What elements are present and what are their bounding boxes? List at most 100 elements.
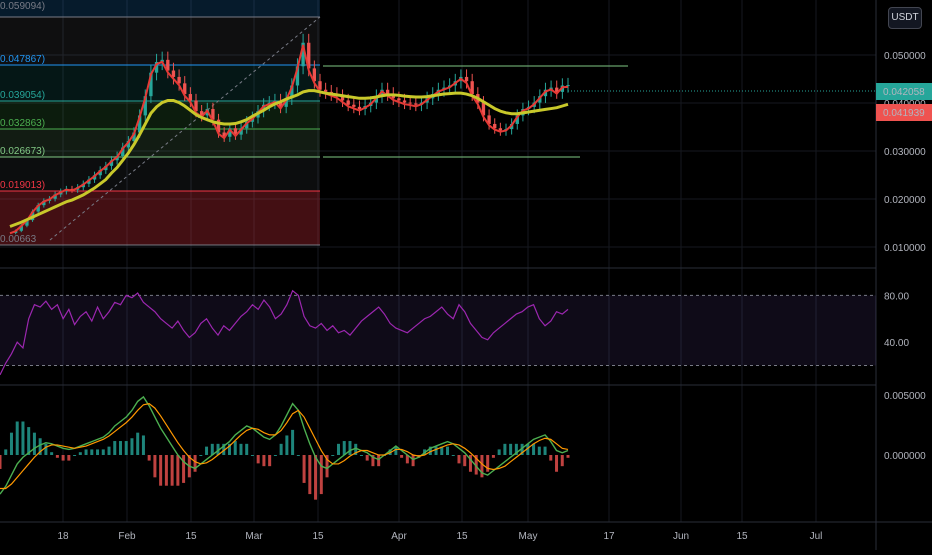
- candle-body: [408, 102, 412, 104]
- macd-histogram-bar: [233, 441, 237, 455]
- candle-body: [312, 68, 317, 82]
- candle-body: [216, 119, 221, 133]
- macd-histogram-bar: [377, 455, 381, 467]
- macd-histogram-bar: [400, 455, 404, 458]
- candle: [171, 62, 176, 85]
- macd-histogram-bar: [176, 455, 180, 486]
- candle-body: [284, 98, 288, 107]
- candle-body: [323, 89, 328, 92]
- macd-histogram-bar: [308, 455, 312, 495]
- macd-histogram-bar: [434, 446, 438, 455]
- macd-histogram-bar: [21, 421, 25, 455]
- macd-histogram-bar: [227, 443, 231, 455]
- candle: [301, 33, 305, 75]
- candle: [278, 93, 283, 114]
- candle: [498, 122, 503, 136]
- candle-body: [233, 128, 238, 135]
- candle: [126, 136, 131, 153]
- macd-histogram-bar: [446, 446, 450, 455]
- candle: [98, 166, 102, 179]
- macd-histogram-bar: [354, 443, 358, 455]
- macd-histogram-bar: [118, 441, 122, 455]
- currency-badge[interactable]: USDT: [888, 7, 922, 29]
- price-axis[interactable]: 0.0500000.0400000.0300000.0200000.010000…: [876, 51, 932, 462]
- macd-histogram-bar: [90, 449, 94, 455]
- macd-histogram-bar: [394, 446, 398, 455]
- ma-value-badge-bg: [876, 104, 932, 121]
- fib-trend-line: [49, 16, 321, 241]
- candle: [408, 96, 412, 110]
- macd-histogram-bar: [342, 441, 346, 455]
- fib-zone: [0, 65, 320, 101]
- price-axis-tick: 0.030000: [884, 147, 926, 158]
- candle: [109, 156, 114, 170]
- candle-body: [194, 100, 198, 112]
- fib-level-label: 0.059094): [0, 1, 45, 12]
- macd-histogram-bar: [84, 449, 88, 455]
- candle-body: [470, 81, 474, 95]
- macd-histogram-bar: [141, 435, 145, 455]
- time-axis[interactable]: 18 Feb 15 Mar 15 Apr 15 May 17 Jun 15 Jul: [57, 531, 822, 542]
- macd-histogram-bar: [147, 455, 151, 461]
- candle-body: [19, 225, 23, 231]
- macd-histogram-bar: [543, 446, 547, 455]
- macd-histogram-bar: [365, 455, 369, 461]
- candle-body: [414, 103, 418, 105]
- time-axis-tick: Jul: [810, 531, 823, 542]
- candle: [149, 64, 153, 103]
- candle-body: [121, 147, 125, 157]
- macd-histogram-bar: [256, 455, 260, 464]
- macd-histogram-bar: [210, 443, 214, 455]
- price-pane[interactable]: [9, 33, 570, 235]
- macd-histogram-bar: [199, 455, 203, 456]
- time-axis-tick: 15: [185, 531, 197, 542]
- candle: [555, 80, 559, 99]
- macd-histogram-bar: [474, 455, 478, 475]
- candle-body: [53, 194, 57, 199]
- candle: [121, 142, 125, 161]
- macd-histogram-bar: [113, 441, 117, 455]
- macd-histogram-bar: [164, 455, 168, 486]
- macd-histogram-bar: [61, 455, 65, 461]
- rsi-pane[interactable]: [0, 289, 876, 376]
- fib-level-label: 0.039054): [0, 90, 45, 101]
- candle: [493, 118, 497, 134]
- macd-histogram-bar: [268, 455, 272, 467]
- fib-level-label: 0.00663: [0, 234, 37, 245]
- macd-histogram-bar: [216, 443, 220, 455]
- candle-body: [183, 83, 187, 95]
- candle-body: [199, 111, 204, 116]
- macd-histogram-bar: [526, 443, 530, 455]
- time-axis-tick: 15: [736, 531, 748, 542]
- ma-value: 0.041939: [883, 108, 925, 119]
- signal-line: [0, 402, 569, 490]
- candle-body: [318, 81, 322, 90]
- macd-histogram-bar: [451, 455, 455, 456]
- candle-body: [498, 128, 503, 131]
- fib-level-label: 0.026673): [0, 146, 45, 157]
- macd-histogram-bar: [532, 443, 536, 455]
- macd-histogram-bar: [32, 432, 36, 455]
- macd-histogram-bar: [491, 455, 495, 458]
- macd-histogram-bar: [44, 443, 48, 455]
- candle: [385, 82, 390, 101]
- candle: [222, 127, 226, 142]
- macd-histogram-bar: [296, 455, 300, 456]
- candle: [154, 53, 159, 81]
- candle-body: [211, 108, 215, 120]
- time-axis-tick: Jun: [673, 531, 689, 542]
- time-axis-tick: 17: [603, 531, 615, 542]
- candle-body: [137, 115, 142, 133]
- candle-body: [301, 42, 305, 67]
- macd-histogram-bar: [348, 441, 352, 455]
- macd-histogram-bar: [50, 452, 54, 455]
- candle-body: [464, 76, 469, 82]
- candle-body: [87, 179, 91, 184]
- last-price-badge: 0.042058: [876, 83, 932, 100]
- macd-histogram-bar: [262, 455, 266, 467]
- fib-retracement[interactable]: 0.059094) 0.047867) 0.039054) 0.032863) 0.02…: [0, 0, 876, 246]
- macd-pane[interactable]: [0, 395, 570, 500]
- macd-histogram-bar: [0, 455, 2, 469]
